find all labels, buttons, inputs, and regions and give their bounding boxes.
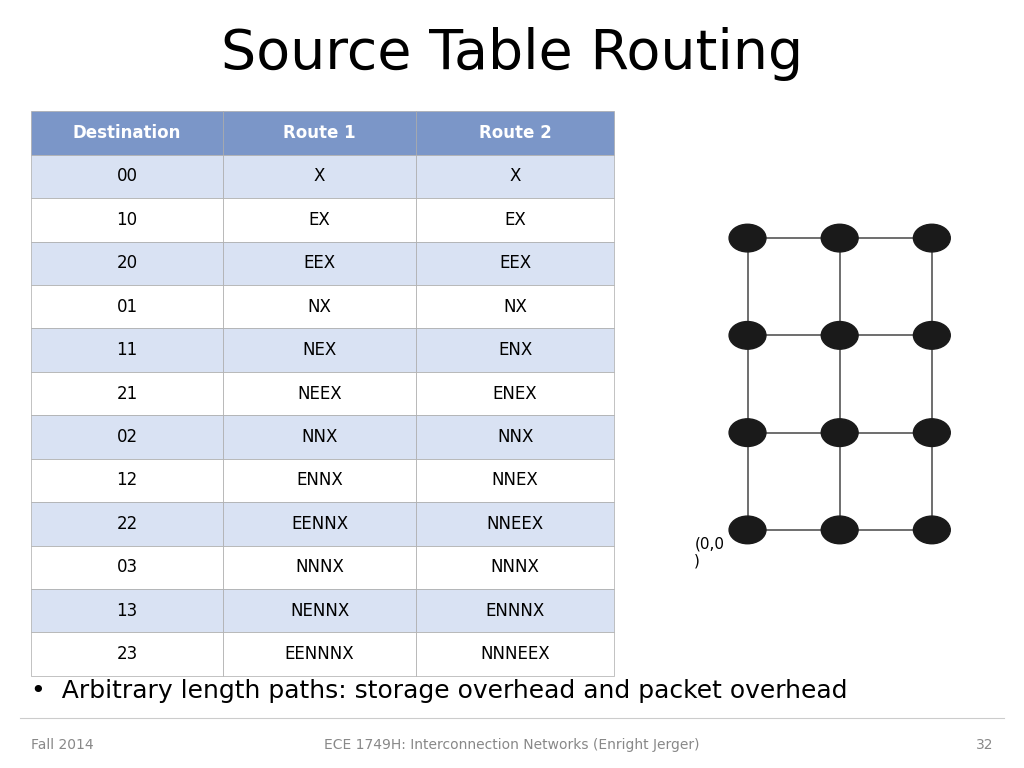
FancyBboxPatch shape <box>416 285 614 329</box>
Text: ENEX: ENEX <box>493 385 538 402</box>
Text: ENX: ENX <box>498 341 532 359</box>
FancyBboxPatch shape <box>416 545 614 589</box>
Text: NNNX: NNNX <box>295 558 344 576</box>
Text: 01: 01 <box>117 298 137 316</box>
Text: NX: NX <box>503 298 527 316</box>
FancyBboxPatch shape <box>31 415 223 458</box>
Text: NNEX: NNEX <box>492 472 539 489</box>
Text: 11: 11 <box>117 341 137 359</box>
Text: EEX: EEX <box>303 254 336 273</box>
Text: Fall 2014: Fall 2014 <box>31 738 93 752</box>
Text: EENNNX: EENNNX <box>285 645 354 663</box>
Text: 32: 32 <box>976 738 993 752</box>
Text: EX: EX <box>504 211 526 229</box>
Text: Destination: Destination <box>73 124 181 142</box>
Text: 02: 02 <box>117 428 137 446</box>
FancyBboxPatch shape <box>31 589 223 632</box>
FancyBboxPatch shape <box>223 545 416 589</box>
Circle shape <box>729 419 766 446</box>
FancyBboxPatch shape <box>31 458 223 502</box>
FancyBboxPatch shape <box>416 242 614 285</box>
Text: 00: 00 <box>117 167 137 186</box>
FancyBboxPatch shape <box>31 155 223 198</box>
Text: X: X <box>314 167 326 186</box>
FancyBboxPatch shape <box>416 458 614 502</box>
FancyBboxPatch shape <box>416 372 614 415</box>
FancyBboxPatch shape <box>416 198 614 242</box>
Text: 21: 21 <box>117 385 137 402</box>
Text: Route 1: Route 1 <box>284 124 356 142</box>
FancyBboxPatch shape <box>416 502 614 545</box>
FancyBboxPatch shape <box>31 545 223 589</box>
FancyBboxPatch shape <box>31 198 223 242</box>
Text: 23: 23 <box>117 645 137 663</box>
Text: NNNEEX: NNNEEX <box>480 645 550 663</box>
FancyBboxPatch shape <box>223 632 416 676</box>
Circle shape <box>913 322 950 349</box>
Circle shape <box>729 224 766 252</box>
FancyBboxPatch shape <box>31 285 223 329</box>
Circle shape <box>729 322 766 349</box>
Text: 22: 22 <box>117 515 137 533</box>
Text: 10: 10 <box>117 211 137 229</box>
Text: EEX: EEX <box>499 254 531 273</box>
FancyBboxPatch shape <box>416 632 614 676</box>
Text: 20: 20 <box>117 254 137 273</box>
FancyBboxPatch shape <box>223 502 416 545</box>
Text: (0,0
): (0,0 ) <box>694 536 724 568</box>
Text: EX: EX <box>309 211 331 229</box>
Text: 13: 13 <box>117 601 137 620</box>
Text: NNNX: NNNX <box>490 558 540 576</box>
FancyBboxPatch shape <box>31 502 223 545</box>
FancyBboxPatch shape <box>223 589 416 632</box>
Text: X: X <box>510 167 521 186</box>
FancyBboxPatch shape <box>223 111 416 155</box>
Text: Route 2: Route 2 <box>479 124 552 142</box>
FancyBboxPatch shape <box>223 242 416 285</box>
Text: ECE 1749H: Interconnection Networks (Enright Jerger): ECE 1749H: Interconnection Networks (Enr… <box>325 738 699 752</box>
Circle shape <box>729 516 766 544</box>
Text: NNX: NNX <box>497 428 534 446</box>
FancyBboxPatch shape <box>31 372 223 415</box>
FancyBboxPatch shape <box>416 415 614 458</box>
FancyBboxPatch shape <box>223 458 416 502</box>
FancyBboxPatch shape <box>223 155 416 198</box>
Text: NENNX: NENNX <box>290 601 349 620</box>
FancyBboxPatch shape <box>416 155 614 198</box>
Text: NNEEX: NNEEX <box>486 515 544 533</box>
Circle shape <box>913 419 950 446</box>
FancyBboxPatch shape <box>223 372 416 415</box>
Circle shape <box>821 516 858 544</box>
Text: EENNX: EENNX <box>291 515 348 533</box>
FancyBboxPatch shape <box>223 415 416 458</box>
Text: ENNNX: ENNNX <box>485 601 545 620</box>
FancyBboxPatch shape <box>416 111 614 155</box>
FancyBboxPatch shape <box>31 242 223 285</box>
FancyBboxPatch shape <box>223 285 416 329</box>
Circle shape <box>821 322 858 349</box>
Text: 12: 12 <box>117 472 137 489</box>
Text: NEEX: NEEX <box>297 385 342 402</box>
Text: NX: NX <box>307 298 332 316</box>
FancyBboxPatch shape <box>416 589 614 632</box>
FancyBboxPatch shape <box>416 329 614 372</box>
FancyBboxPatch shape <box>31 111 223 155</box>
Text: •  Arbitrary length paths: storage overhead and packet overhead: • Arbitrary length paths: storage overhe… <box>31 679 847 703</box>
Circle shape <box>821 419 858 446</box>
Text: NNX: NNX <box>301 428 338 446</box>
Text: NEX: NEX <box>302 341 337 359</box>
FancyBboxPatch shape <box>223 198 416 242</box>
Circle shape <box>913 516 950 544</box>
Circle shape <box>913 224 950 252</box>
FancyBboxPatch shape <box>223 329 416 372</box>
Text: ENNX: ENNX <box>296 472 343 489</box>
Circle shape <box>821 224 858 252</box>
Text: Source Table Routing: Source Table Routing <box>221 27 803 81</box>
FancyBboxPatch shape <box>31 632 223 676</box>
FancyBboxPatch shape <box>31 329 223 372</box>
Text: 03: 03 <box>117 558 137 576</box>
